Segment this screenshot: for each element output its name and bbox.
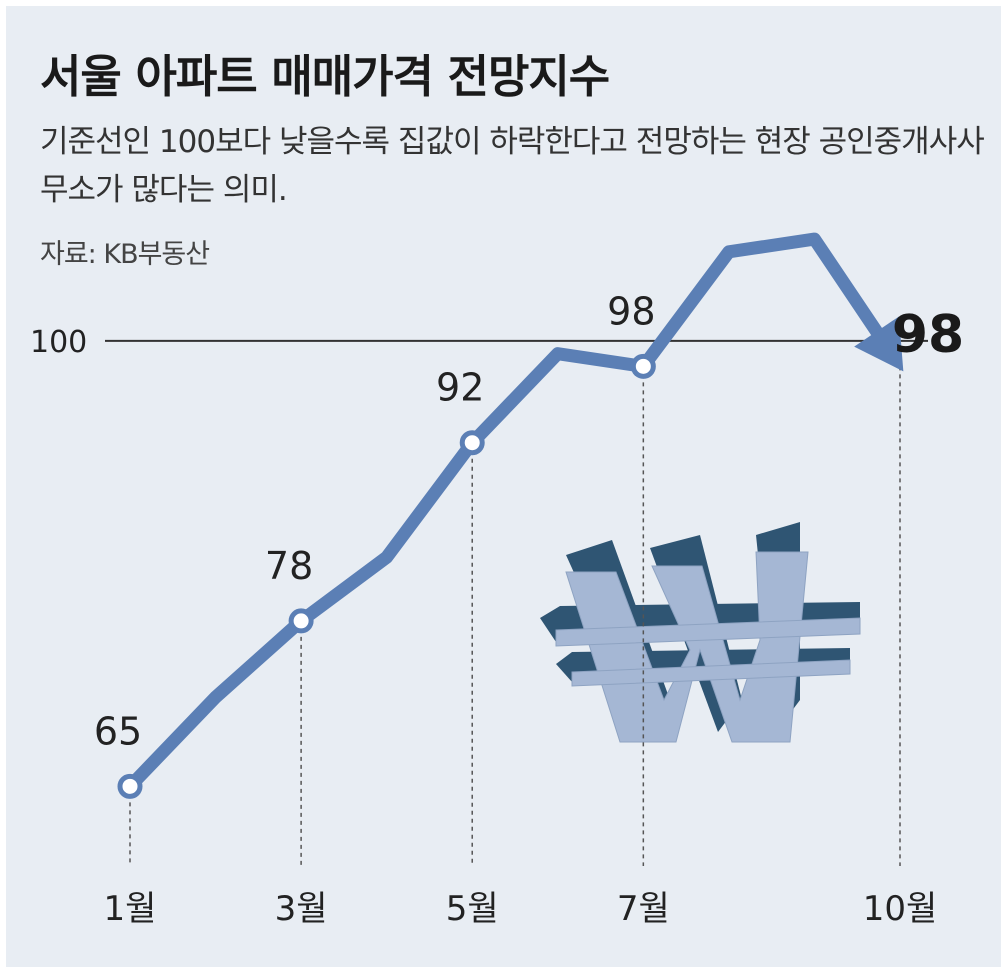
chart-subtitle: 기준선인 100보다 낮을수록 집값이 하락한다고 전망하는 현장 공인중개사사…: [40, 124, 985, 208]
data-label-7: 98: [607, 289, 655, 333]
series-line: [123, 232, 890, 793]
x-tick-label-10: 10월: [863, 889, 938, 929]
chart-source: 자료: KB부동산: [40, 239, 210, 270]
reference-line-label: 100: [30, 325, 87, 360]
x-tick-label-1: 1월: [104, 889, 157, 929]
x-tick-label-3: 3월: [275, 889, 328, 929]
data-label-3: 78: [265, 544, 313, 588]
chart-title: 서울 아파트 매매가격 전망지수: [40, 50, 610, 103]
final-value-label: 98: [892, 305, 964, 365]
series-arrow-head: [854, 316, 904, 372]
point-marker-3: [288, 608, 314, 634]
point-marker-5: [459, 430, 485, 456]
data-label-5: 92: [436, 366, 484, 410]
chart-panel: 서울 아파트 매매가격 전망지수 기준선인 100보다 낮을수록 집값이 하락한…: [6, 6, 1001, 967]
point-marker-1: [117, 773, 143, 799]
won-currency-3d-icon: [540, 522, 861, 743]
x-tick-label-7: 7월: [617, 889, 670, 929]
point-marker-7: [630, 353, 656, 379]
x-tick-label-5: 5월: [446, 889, 499, 929]
data-label-1: 65: [94, 709, 142, 753]
